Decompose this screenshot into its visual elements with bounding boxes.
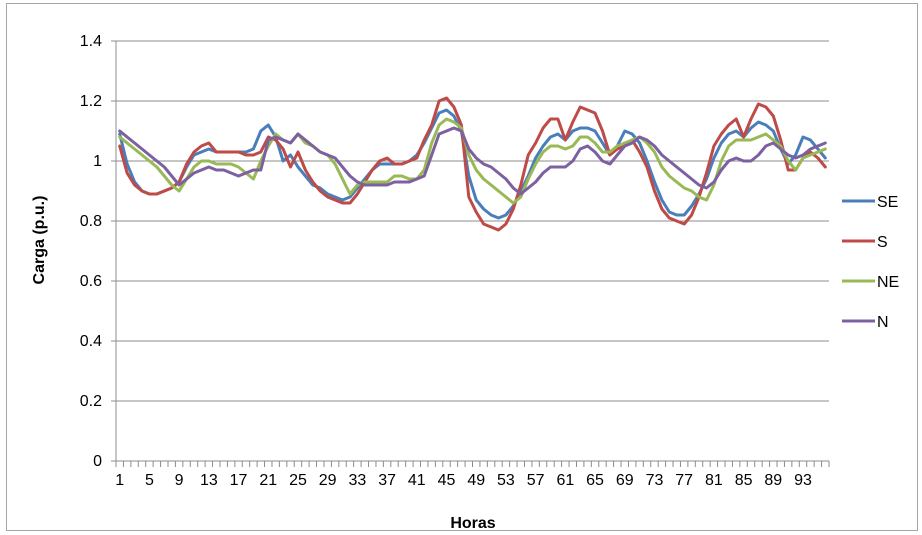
x-tick-label: 13 — [200, 472, 218, 489]
y-tick-label: 0.6 — [80, 273, 102, 290]
x-tick-label: 77 — [675, 472, 693, 489]
legend: SE S NE N — [842, 194, 899, 331]
y-tick-label: 0.2 — [80, 393, 102, 410]
x-tick-label: 81 — [705, 472, 723, 489]
y-tick-label: 1.2 — [80, 93, 102, 110]
legend-label-se: SE — [877, 194, 898, 211]
gridlines — [116, 40, 829, 402]
x-tick-label: 5 — [145, 472, 154, 489]
x-tick-label: 9 — [175, 472, 184, 489]
y-tick-label: 1 — [93, 153, 102, 170]
x-tick-label: 69 — [616, 472, 634, 489]
x-tick-label: 93 — [794, 472, 812, 489]
series-line-n — [118, 126, 827, 196]
x-tick-label: 21 — [259, 472, 277, 489]
y-tick-labels: 0 0.2 0.4 0.6 0.8 1 1.2 1.4 — [80, 33, 102, 470]
x-tick-label: 85 — [735, 472, 753, 489]
x-tick-label: 53 — [497, 472, 515, 489]
x-tick-label: 25 — [289, 472, 307, 489]
x-tick-label: 61 — [556, 472, 574, 489]
y-tick-label: 0.4 — [80, 333, 102, 350]
x-tick-label: 45 — [438, 472, 456, 489]
y-axis-title: Carga (p.u.) — [31, 196, 48, 285]
x-tick-label: 73 — [646, 472, 664, 489]
x-tick-label: 49 — [467, 472, 485, 489]
x-tick-label: 37 — [378, 472, 396, 489]
x-tick-label: 89 — [764, 472, 782, 489]
axes — [111, 40, 830, 467]
x-tick-label: 29 — [319, 472, 337, 489]
x-axis-title: Horas — [450, 515, 495, 532]
x-tick-label: 33 — [348, 472, 366, 489]
legend-label-ne: NE — [877, 274, 899, 291]
x-tick-label: 41 — [408, 472, 426, 489]
x-tick-label: 17 — [230, 472, 248, 489]
y-tick-label: 1.4 — [80, 33, 102, 50]
series-line-ne — [118, 117, 827, 205]
y-tick-label: 0.8 — [80, 213, 102, 230]
y-tick-label: 0 — [93, 453, 102, 470]
series-lines — [118, 96, 827, 232]
x-tick-label: 57 — [527, 472, 545, 489]
legend-label-n: N — [877, 314, 889, 331]
legend-label-s: S — [877, 234, 888, 251]
x-tick-label: 1 — [115, 472, 124, 489]
series-line-s — [118, 96, 827, 232]
x-tick-label: 65 — [586, 472, 604, 489]
x-tick-labels: 1 5 9 13 17 21 25 29 33 37 41 45 49 53 57 61 65 69 73 77 81 8… — [115, 472, 812, 489]
chart-frame — [6, 3, 918, 531]
